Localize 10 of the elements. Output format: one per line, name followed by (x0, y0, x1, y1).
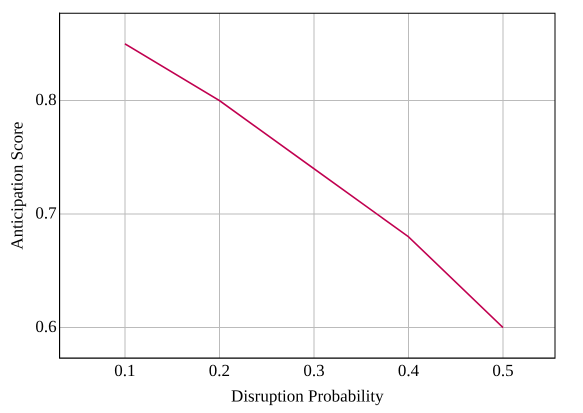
x-tick-label: 0.1 (114, 360, 136, 380)
x-tick-label: 0.3 (303, 360, 325, 380)
y-tick-label: 0.7 (35, 204, 58, 223)
x-tick-label: 0.5 (492, 360, 514, 380)
y-axis-title: Anticipation Score (8, 122, 27, 250)
y-tick-label: 0.8 (35, 90, 57, 110)
x-tick-label: 0.4 (398, 360, 420, 380)
x-tick-label: 0.2 (208, 360, 230, 380)
x-axis-title: Disruption Probability (231, 386, 384, 406)
y-tick-label: 0.6 (35, 317, 57, 336)
